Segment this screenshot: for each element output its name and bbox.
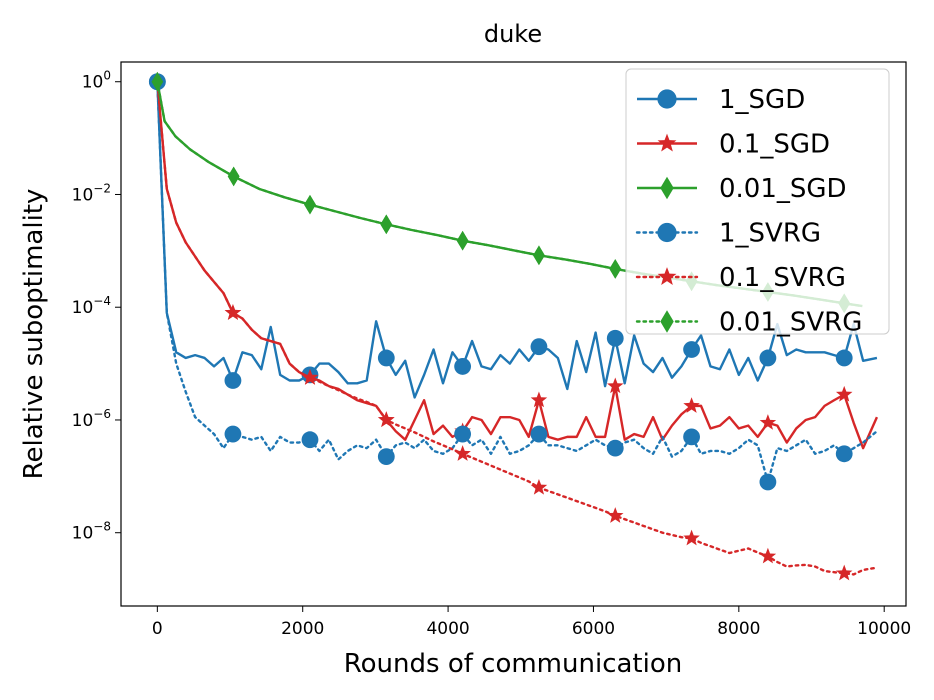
y-tick-label: 100 <box>82 69 111 93</box>
data-point <box>606 329 624 347</box>
data-point <box>304 194 316 215</box>
legend-label: 1_SGD <box>719 85 805 115</box>
series-1_SVRG <box>148 73 879 491</box>
data-point <box>377 349 395 367</box>
x-tick-label: 4000 <box>426 619 469 639</box>
x-tick-label: 8000 <box>717 619 760 639</box>
legend-label: 1_SVRG <box>719 219 821 249</box>
legend-label: 0.1_SGD <box>719 130 830 160</box>
plot-frame <box>120 61 907 607</box>
legend-entry: 0.01_SGD <box>637 174 847 204</box>
legend-marker <box>657 89 677 109</box>
x-axis: 0 2000 4000 6000 8000 10000 <box>152 606 911 639</box>
data-point <box>301 431 319 449</box>
series-0.1_SVRG <box>156 80 879 581</box>
data-point <box>530 425 548 443</box>
data-point <box>683 428 700 446</box>
data-point <box>530 391 548 408</box>
data-point <box>224 372 242 389</box>
data-point <box>377 448 395 466</box>
data-point <box>759 547 777 564</box>
legend-entry: 0.1_SVRG <box>635 263 846 293</box>
series-line <box>156 80 879 576</box>
data-point <box>835 385 853 402</box>
y-tick-label: 10−2 <box>72 181 111 205</box>
legend-label: 0.01_SVRG <box>719 308 862 338</box>
series-line <box>156 80 879 484</box>
legend: 1_SGD 0.1_SGD 0.01_SGD 1_SVRG 0.1_SVRG 0.01_S… <box>625 68 890 338</box>
data-point <box>378 411 395 427</box>
chart-title: duke <box>484 20 542 48</box>
legend-entry: 1_SVRG <box>635 219 821 249</box>
legend-entry: 1_SGD <box>637 85 805 115</box>
data-point <box>835 564 853 581</box>
y-axis-label: Relative suboptimality <box>19 189 49 480</box>
data-point <box>533 245 545 266</box>
data-point <box>759 349 777 367</box>
y-axis: 100 10−2 10−4 10−6 10−8 <box>72 69 121 544</box>
legend-box <box>625 68 890 335</box>
legend-label: 0.1_SVRG <box>719 263 846 293</box>
data-point <box>607 377 624 394</box>
legend-marker <box>660 310 674 333</box>
data-point <box>609 259 622 279</box>
y-tick-label: 10−4 <box>72 294 111 318</box>
data-point <box>224 425 242 443</box>
data-point <box>606 439 624 457</box>
data-point <box>224 304 242 320</box>
legend-entry: 0.01_SVRG <box>635 308 862 338</box>
x-tick-label: 10000 <box>857 619 911 639</box>
data-point <box>683 397 700 413</box>
data-point <box>151 71 164 92</box>
legend-label: 0.01_SGD <box>719 174 847 204</box>
data-point <box>454 445 471 461</box>
legend-entry: 0.1_SGD <box>637 130 830 160</box>
data-point <box>835 445 853 463</box>
data-point <box>380 214 393 235</box>
data-point <box>456 230 469 251</box>
series-line <box>156 81 879 450</box>
data-point <box>454 425 472 443</box>
data-point <box>227 166 240 187</box>
legend-marker <box>660 176 674 200</box>
legend-marker <box>657 222 677 243</box>
legend-marker <box>657 133 677 152</box>
x-axis-label: Rounds of communication <box>344 649 682 679</box>
x-tick-label: 2000 <box>281 619 324 639</box>
y-tick-label: 10−8 <box>72 520 111 544</box>
x-tick-label: 6000 <box>572 619 615 639</box>
data-point <box>683 529 700 546</box>
data-point <box>759 473 777 491</box>
data-point <box>835 349 853 367</box>
data-point <box>454 358 472 375</box>
data-point <box>530 478 548 495</box>
data-point <box>301 369 319 385</box>
data-point <box>607 507 624 523</box>
series-line <box>156 81 878 399</box>
data-point <box>683 341 700 358</box>
series-1_SGD <box>148 73 878 399</box>
legend-marker <box>657 267 677 286</box>
y-tick-label: 10−6 <box>72 407 111 431</box>
x-tick-label: 0 <box>152 619 163 639</box>
data-point <box>530 338 548 356</box>
data-point <box>759 414 777 430</box>
